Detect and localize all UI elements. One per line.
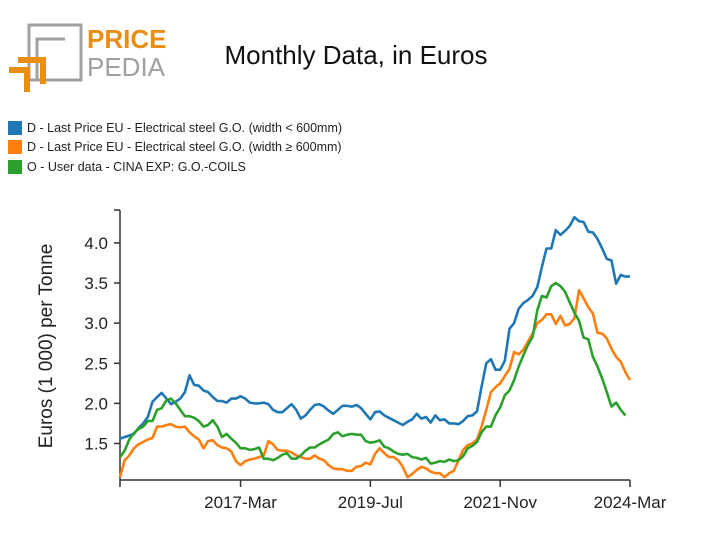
legend-swatch-blue [8, 120, 22, 135]
svg-text:PEDIA: PEDIA [87, 52, 166, 82]
y-axis-label: Euros (1 000) per Tonne [36, 244, 57, 449]
series-line-blue [119, 215, 630, 440]
y-tick-label: 3.0 [84, 314, 108, 333]
y-tick-label: 4.0 [84, 234, 108, 253]
series-line-green [118, 281, 627, 465]
y-tick-label: 3.5 [84, 274, 108, 293]
legend-item-orange[interactable]: D - Last Price EU - Electrical steel G.O… [8, 138, 342, 158]
legend-swatch-orange [8, 140, 22, 155]
x-tick-label: 2017-Mar [204, 493, 277, 512]
x-tick-label: 2024-Mar [594, 493, 667, 512]
series-line-orange [118, 288, 632, 479]
legend-swatch-green [8, 159, 22, 174]
y-tick-label: 2.5 [84, 354, 108, 373]
legend-item-blue[interactable]: D - Last Price EU - Electrical steel G.O… [8, 118, 342, 138]
x-tick-label: 2021-Nov [463, 493, 537, 512]
legend: D - Last Price EU - Electrical steel G.O… [8, 118, 342, 177]
pricepedia-logo: PRICE PEDIA [9, 23, 166, 92]
svg-text:PRICE: PRICE [87, 24, 166, 54]
y-tick-label: 2.0 [84, 394, 108, 413]
legend-item-green[interactable]: O - User data - CINA EXP: G.O.-COILS [8, 157, 342, 177]
legend-label: O - User data - CINA EXP: G.O.-COILS [27, 159, 246, 174]
y-tick-label: 1.5 [84, 434, 108, 453]
chart-title: Monthly Data, in Euros [224, 40, 488, 70]
x-tick-label: 2019-Jul [338, 493, 403, 512]
legend-label: D - Last Price EU - Electrical steel G.O… [27, 140, 342, 155]
legend-label: D - Last Price EU - Electrical steel G.O… [27, 120, 343, 135]
